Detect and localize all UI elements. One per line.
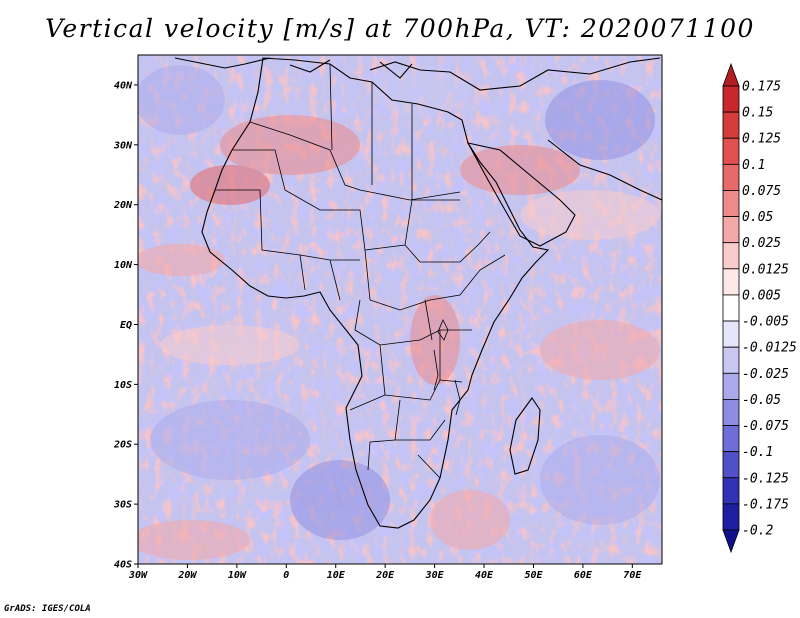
colorbar-swatch xyxy=(722,399,740,426)
colorbar-level-label: 0.075 xyxy=(742,184,781,199)
lat-tick-label: 20S xyxy=(113,440,132,451)
colorbar-swatch xyxy=(722,477,740,505)
colorbar-level-label: -0.075 xyxy=(742,419,789,434)
arabia xyxy=(466,142,576,247)
lat-tick-label: 10N xyxy=(114,260,133,271)
colorbar-swatch xyxy=(722,85,740,113)
colorbar-level-label: -0.125 xyxy=(742,471,789,486)
colorbar-level-label: -0.05 xyxy=(742,393,781,408)
colorbar-swatch xyxy=(722,216,740,244)
colorbar-level-label: 0.15 xyxy=(742,106,773,121)
lon-tick-label: 10E xyxy=(327,570,346,581)
colorbar-swatch xyxy=(722,268,740,296)
lat-tick-label: EQ xyxy=(120,320,132,331)
descent-regions xyxy=(138,65,660,540)
lon-tick-label: 50E xyxy=(524,570,543,581)
colorbar-swatch xyxy=(722,190,740,217)
colorbar-swatch xyxy=(722,451,740,479)
colorbar-swatch xyxy=(722,242,740,270)
colorbar: 0.175 0.15 0.125 0.1 0.075 0.05 0.025 0.0125 0.0… xyxy=(722,62,797,554)
colorbar-level-label: -0.0125 xyxy=(742,341,797,356)
colorbar-level-label: -0.1 xyxy=(742,445,773,460)
colorbar-top-arrow xyxy=(722,62,740,87)
lakes xyxy=(433,319,461,416)
colorbar-swatch xyxy=(722,137,740,165)
colorbar-level-label: 0.05 xyxy=(742,210,773,225)
colorbar-swatch xyxy=(722,372,740,400)
colorbar-bottom-arrow xyxy=(722,529,740,554)
lat-tick-label: 20N xyxy=(113,200,133,211)
lon-tick-label: 40E xyxy=(475,570,494,581)
credit-text: GrADS: IGES/COLA xyxy=(4,604,91,614)
lon-tick-label: 0 xyxy=(283,570,289,581)
colorbar-level-label: -0.025 xyxy=(742,367,789,382)
colorbar-swatch xyxy=(722,425,740,453)
persian-gulf xyxy=(547,139,662,201)
colorbar-swatch xyxy=(722,503,740,531)
colorbar-swatch xyxy=(722,294,740,322)
lon-tick-label: 10W xyxy=(228,570,247,581)
colorbar-level-label: -0.2 xyxy=(742,524,773,539)
lon-tick-label: 70E xyxy=(623,570,642,581)
iberia-italy xyxy=(289,59,413,79)
lon-tick-label: 20W xyxy=(177,570,197,581)
lat-tick-label: 40S xyxy=(114,560,132,571)
lat-tick-label: 30S xyxy=(113,500,132,511)
plot-frame xyxy=(137,54,663,565)
colorbar-level-label: 0.005 xyxy=(742,288,781,303)
lon-tick-label: 30E xyxy=(425,570,445,581)
africa-coastline xyxy=(201,57,550,529)
chart-title: Vertical velocity [m/s] at 700hPa, VT: 2… xyxy=(45,14,755,43)
europe-coast xyxy=(174,57,661,91)
madagascar xyxy=(509,397,541,475)
lon-tick-label: 20E xyxy=(375,570,395,581)
colorbar-swatch xyxy=(722,346,740,374)
colorbar-swatch xyxy=(722,163,740,191)
coastlines xyxy=(174,57,662,529)
lat-tick-label: 10S xyxy=(114,380,132,391)
lat-tick-label: 40N xyxy=(114,80,133,91)
colorbar-level-label: 0.1 xyxy=(742,158,765,173)
colorbar-level-label: -0.175 xyxy=(742,497,789,512)
colorbar-level-label: -0.005 xyxy=(742,315,789,330)
lon-tick-label: 30W xyxy=(128,570,148,581)
longitude-axis: 30W 20W 10W 0 10E 20E 30E 40E 50E 60E 70E xyxy=(128,564,642,581)
colorbar-level-label: 0.125 xyxy=(742,132,781,147)
latitude-axis: 40N 30N 20N 10N EQ 10S 20S 30S 40S xyxy=(113,80,138,571)
colorbar-level-label: 0.0125 xyxy=(742,262,789,277)
lon-tick-label: 60E xyxy=(574,570,593,581)
colorbar-level-label: 0.175 xyxy=(742,80,781,95)
colorbar-swatch xyxy=(722,320,740,348)
colorbar-swatch xyxy=(722,111,740,139)
ascent-regions xyxy=(138,115,660,560)
lat-tick-label: 30N xyxy=(113,140,133,151)
velocity-field xyxy=(138,55,662,564)
country-borders xyxy=(215,63,506,479)
colorbar-level-label: 0.025 xyxy=(742,236,781,251)
